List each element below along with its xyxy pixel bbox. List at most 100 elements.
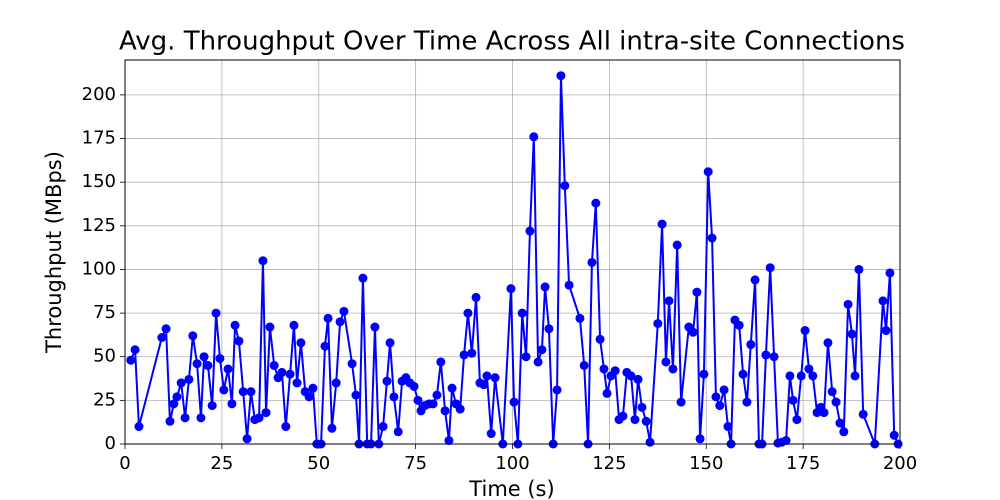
plot-frame bbox=[124, 59, 901, 445]
data-point bbox=[277, 367, 287, 377]
data-point bbox=[169, 399, 179, 409]
data-point bbox=[537, 345, 547, 355]
data-point bbox=[719, 385, 729, 395]
data-point bbox=[184, 374, 194, 384]
data-point bbox=[463, 308, 473, 318]
data-point bbox=[641, 416, 651, 426]
data-point bbox=[455, 404, 465, 414]
data-point bbox=[579, 360, 589, 370]
data-point bbox=[254, 413, 264, 423]
data-point bbox=[618, 411, 628, 421]
data-point bbox=[261, 408, 271, 418]
x-tick-label: 150 bbox=[689, 453, 723, 474]
data-point bbox=[839, 427, 849, 437]
data-point bbox=[304, 392, 314, 402]
y-tick-label: 50 bbox=[93, 346, 116, 367]
data-point bbox=[723, 422, 733, 432]
data-point bbox=[769, 352, 779, 362]
data-point bbox=[781, 436, 791, 446]
data-point bbox=[126, 355, 136, 365]
data-point bbox=[560, 181, 570, 191]
y-tick-label: 100 bbox=[82, 258, 116, 279]
data-point bbox=[327, 423, 337, 433]
y-tick-label: 75 bbox=[93, 302, 116, 323]
data-point bbox=[444, 436, 454, 446]
data-point bbox=[479, 380, 489, 390]
data-point bbox=[711, 392, 721, 402]
data-point bbox=[134, 422, 144, 432]
x-axis-label: Time (s) bbox=[468, 477, 554, 500]
data-point bbox=[436, 357, 446, 367]
data-point bbox=[556, 71, 566, 81]
data-point bbox=[533, 357, 543, 367]
data-point bbox=[389, 392, 399, 402]
data-point bbox=[467, 348, 477, 358]
data-point bbox=[552, 385, 562, 395]
data-point bbox=[885, 268, 895, 278]
data-point bbox=[440, 406, 450, 416]
data-point bbox=[176, 378, 186, 388]
data-point bbox=[289, 320, 299, 330]
x-tick-label: 125 bbox=[592, 453, 626, 474]
y-tick-label: 25 bbox=[93, 389, 116, 410]
data-point bbox=[750, 275, 760, 285]
data-point bbox=[230, 320, 240, 330]
data-point bbox=[847, 329, 857, 339]
data-point bbox=[242, 434, 252, 444]
data-point bbox=[819, 408, 829, 418]
y-tick-label: 150 bbox=[82, 171, 116, 192]
data-point bbox=[707, 233, 717, 243]
data-point bbox=[823, 338, 833, 348]
data-point bbox=[788, 395, 798, 405]
data-point bbox=[637, 402, 647, 412]
data-point bbox=[471, 292, 481, 302]
data-point bbox=[192, 359, 202, 369]
data-point bbox=[331, 378, 341, 388]
data-point bbox=[165, 416, 175, 426]
x-tick-label: 50 bbox=[307, 453, 330, 474]
data-point bbox=[657, 219, 667, 229]
data-point bbox=[161, 324, 171, 334]
data-point bbox=[854, 264, 864, 274]
data-point bbox=[587, 257, 597, 267]
data-point bbox=[347, 359, 357, 369]
data-point bbox=[858, 409, 868, 419]
data-point bbox=[351, 390, 361, 400]
data-point bbox=[804, 364, 814, 374]
x-tick-label: 175 bbox=[786, 453, 820, 474]
data-point bbox=[157, 333, 167, 343]
data-point bbox=[506, 284, 516, 294]
data-point bbox=[180, 413, 190, 423]
data-point bbox=[831, 397, 841, 407]
data-point bbox=[199, 352, 209, 362]
data-point bbox=[296, 338, 306, 348]
data-point bbox=[203, 360, 213, 370]
data-point bbox=[734, 320, 744, 330]
data-point bbox=[540, 282, 550, 292]
data-point bbox=[765, 263, 775, 273]
data-point bbox=[742, 397, 752, 407]
data-point bbox=[447, 383, 457, 393]
data-point bbox=[633, 374, 643, 384]
data-point bbox=[792, 415, 802, 425]
data-point bbox=[664, 296, 674, 306]
x-tick-label: 75 bbox=[404, 453, 427, 474]
data-point bbox=[385, 338, 395, 348]
data-point bbox=[258, 256, 268, 266]
data-point bbox=[246, 387, 256, 397]
data-point bbox=[796, 371, 806, 381]
data-point bbox=[610, 366, 620, 376]
data-point bbox=[738, 369, 748, 379]
data-point bbox=[432, 390, 442, 400]
data-point bbox=[800, 326, 810, 336]
data-point bbox=[393, 427, 403, 437]
data-point bbox=[281, 422, 291, 432]
data-point bbox=[207, 401, 217, 411]
data-point bbox=[459, 350, 469, 360]
data-point bbox=[219, 385, 229, 395]
y-tick-label: 125 bbox=[82, 215, 116, 236]
data-point bbox=[808, 371, 818, 381]
y-tick-label: 200 bbox=[82, 84, 116, 105]
data-point bbox=[482, 371, 492, 381]
